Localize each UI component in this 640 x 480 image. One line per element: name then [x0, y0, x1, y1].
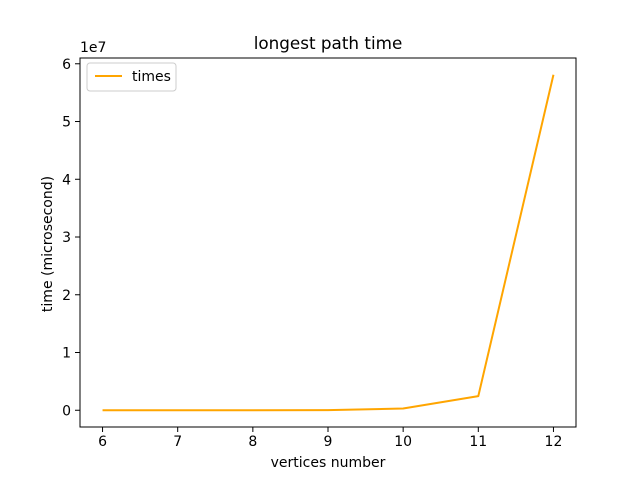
x-axis-label: vertices number	[271, 455, 386, 471]
y-tick-label: 6	[62, 57, 71, 73]
x-tick-label: 8	[248, 434, 257, 450]
y-tick-label: 3	[62, 230, 71, 246]
x-tick-label: 9	[324, 434, 333, 450]
y-tick-label: 4	[62, 172, 71, 188]
x-tick-label: 10	[394, 434, 412, 450]
legend-label-times: times	[132, 69, 171, 85]
x-tick-label: 11	[469, 434, 487, 450]
legend: times	[86, 62, 177, 92]
y-tick-label: 0	[62, 403, 71, 419]
y-tick-label: 1	[62, 346, 71, 362]
legend-box	[86, 62, 177, 92]
y-axis-offset-label: 1e7	[80, 40, 106, 56]
y-tick-label: 5	[62, 115, 71, 131]
chart-title: longest path time	[254, 33, 403, 53]
x-tick-label: 6	[98, 434, 107, 450]
series-line-times	[102, 74, 555, 412]
x-tick-label: 7	[173, 434, 182, 450]
y-tick-label: 2	[62, 288, 71, 304]
axes-frame	[79, 57, 577, 428]
y-axis-label: time (microsecond)	[40, 176, 56, 312]
x-tick-label: 12	[545, 434, 563, 450]
